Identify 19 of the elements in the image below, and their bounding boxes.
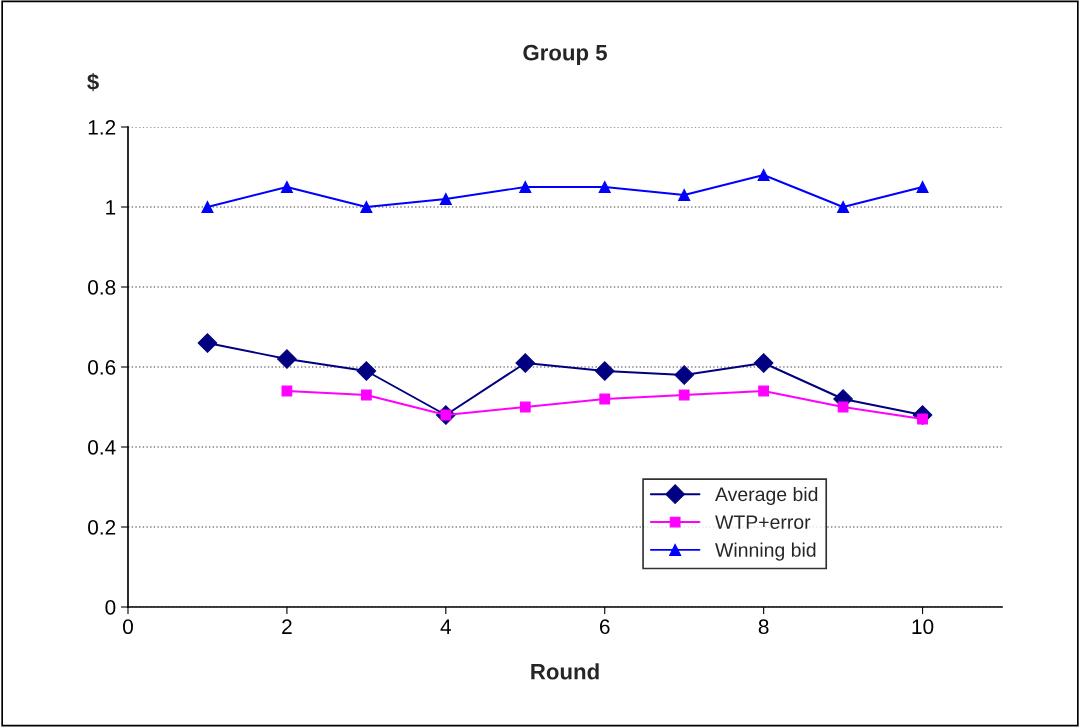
- x-tick-label: 10: [912, 619, 934, 635]
- legend-label: WTP+error: [715, 515, 811, 530]
- y-tick-label: 0: [105, 600, 116, 615]
- x-tick-label: 2: [282, 619, 292, 634]
- y-tick-label: 1.2: [88, 120, 116, 135]
- x-tick-label: 8: [758, 619, 769, 635]
- chart-title: Group 5: [523, 44, 607, 65]
- y-axis-title: $: [87, 73, 99, 92]
- y-tick-label: 0.6: [88, 360, 116, 375]
- legend-label: Winning bid: [715, 542, 816, 561]
- x-tick-label: 6: [599, 619, 610, 635]
- x-axis-title: Round: [531, 663, 599, 680]
- y-tick-label: 1: [106, 200, 116, 215]
- legend-label: Average bid: [715, 486, 818, 505]
- x-tick-label: 4: [440, 619, 451, 634]
- x-tick-label: 0: [123, 619, 133, 635]
- y-tick-label: 0.2: [88, 520, 116, 535]
- y-tick-label: 0.4: [88, 440, 116, 455]
- y-tick-label: 0.8: [88, 280, 116, 295]
